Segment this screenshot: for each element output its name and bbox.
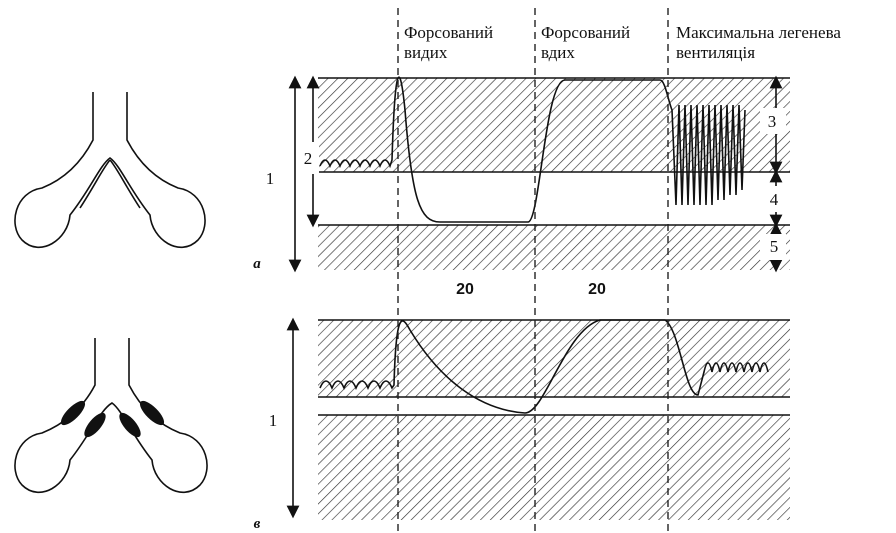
time-label: 20 (588, 281, 606, 298)
spirogram-diagram: 1 2 3 4 5 а 20 20 1 в Форсований видих Ф… (0, 0, 896, 533)
lung-normal (15, 92, 205, 247)
volume-label: 3 (768, 112, 777, 131)
volume-label: 2 (304, 149, 313, 168)
hatched-area (318, 415, 790, 520)
hatched-area (318, 225, 790, 270)
panel-label: а (253, 256, 261, 272)
phase-title: вдих (541, 43, 575, 62)
volume-label: 1 (266, 169, 275, 188)
phase-title: вентиляція (676, 43, 755, 62)
phase-title: Форсований (404, 23, 493, 42)
time-label: 20 (456, 281, 474, 298)
hatched-area (318, 320, 790, 397)
phase-title: Форсований (541, 23, 630, 42)
volume-label: 4 (770, 190, 779, 209)
panel-label: в (254, 516, 261, 532)
lung-obstructed (15, 338, 207, 492)
volume-label: 1 (269, 411, 278, 430)
phase-title: видих (404, 43, 448, 62)
volume-label: 5 (770, 237, 779, 256)
panel-b: 1 в (254, 320, 790, 532)
panel-a: 1 2 3 4 5 а 20 20 (253, 77, 790, 298)
phase-title: Максимальна легенева (676, 23, 841, 42)
